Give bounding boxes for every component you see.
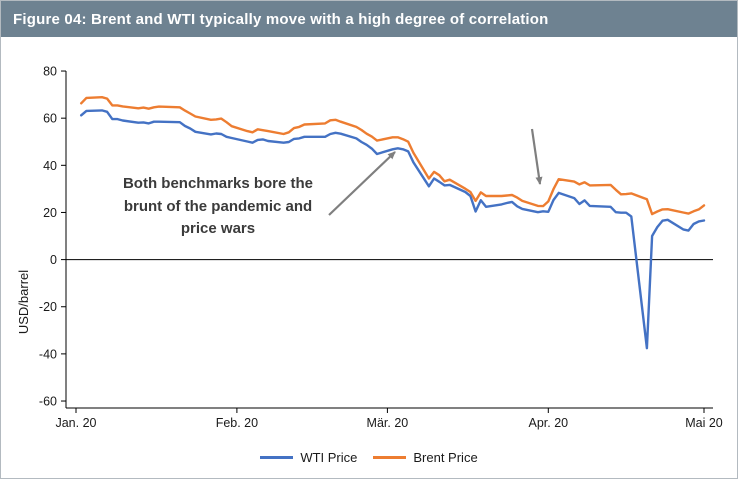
legend-label-brent: Brent Price	[413, 450, 478, 465]
chart-series	[79, 96, 706, 350]
chart-axes: 80 60 40 20 0 -20 -40 -60 Jan. 20 Feb. 20 Mär. 20 A…	[39, 65, 723, 430]
x-tick-label: Apr. 20	[528, 416, 568, 430]
brent-line-swatch	[373, 456, 407, 459]
series-line-wti-price	[79, 109, 706, 350]
annotation-arrows	[328, 128, 543, 216]
x-tick-label: Mär. 20	[367, 416, 409, 430]
x-tick-label: Jan. 20	[55, 416, 96, 430]
legend-item-brent: Brent Price	[373, 450, 478, 465]
chart-legend: WTI Price Brent Price	[1, 437, 737, 478]
y-tick-label: 20	[43, 206, 57, 220]
series-line-brent-price	[79, 96, 706, 216]
y-tick-label: -40	[39, 347, 57, 361]
y-axis-title: USD/barrel	[16, 270, 31, 334]
figure-title-bar: Figure 04: Brent and WTI typically move …	[1, 1, 737, 37]
legend-item-wti: WTI Price	[260, 450, 357, 465]
y-tick-label: 40	[43, 159, 57, 173]
figure-title: Figure 04: Brent and WTI typically move …	[13, 10, 549, 28]
x-tick-label: Feb. 20	[216, 416, 258, 430]
y-tick-label: 60	[43, 112, 57, 126]
y-tick-label: -20	[39, 300, 57, 314]
x-tick-label: Mai 20	[685, 416, 723, 430]
annotation-arrow	[328, 151, 396, 216]
y-tick-label: -60	[39, 395, 57, 409]
y-tick-label: 0	[50, 253, 57, 267]
chart-area: USD/barrel 80 60 40 20 0 -20 -40 -60 Jan. 20 Feb.…	[1, 37, 737, 437]
wti-line-swatch	[260, 456, 294, 459]
line-chart: USD/barrel 80 60 40 20 0 -20 -40 -60 Jan. 20 Feb.…	[16, 65, 723, 430]
annotation-arrow	[530, 128, 543, 185]
y-tick-label: 80	[43, 65, 57, 79]
legend-label-wti: WTI Price	[300, 450, 358, 465]
